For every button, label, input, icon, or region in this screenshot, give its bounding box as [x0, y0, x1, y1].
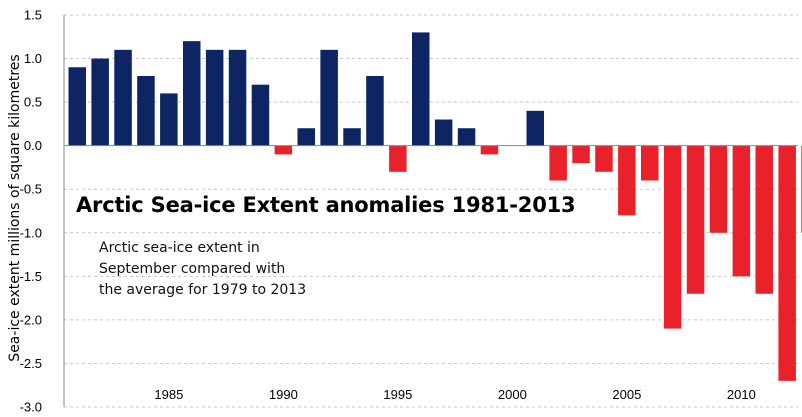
- bar-2003: [572, 145, 590, 164]
- bar-1997: [434, 119, 453, 146]
- bar-1992: [320, 49, 338, 146]
- y-tick-label: -2.0: [20, 312, 42, 327]
- y-tick-label: 0.0: [24, 138, 42, 153]
- bar-1996: [412, 32, 430, 146]
- bar-1999: [480, 145, 499, 155]
- y-tick-label: -1.5: [20, 269, 42, 284]
- bar-1987: [205, 49, 224, 146]
- bar-1998: [457, 128, 476, 146]
- bar-1981: [68, 67, 86, 146]
- x-tick-label: 1995: [383, 387, 412, 402]
- bar-1983: [114, 49, 132, 146]
- bar-2002: [549, 145, 567, 181]
- y-tick-label: -1.0: [20, 225, 42, 240]
- y-tick-label: 1.5: [24, 8, 42, 23]
- bar-2005: [618, 145, 636, 216]
- x-tick-label: 2005: [612, 387, 641, 402]
- bar-1995: [389, 145, 407, 172]
- subtitle-line-1: Arctic sea-ice extent in: [99, 240, 260, 256]
- subtitle-line-2: September compared with: [99, 261, 286, 277]
- bar-2006: [641, 145, 659, 181]
- bar-2009: [709, 145, 728, 233]
- bar-1985: [160, 93, 178, 146]
- bars: [68, 32, 802, 381]
- y-axis-ticks: 1.5 1.0 0.5 0.0 -0.5 -1.0 -1.5 -2.0 -2.5 -3.0: [20, 8, 42, 415]
- y-axis-label: Sea-ice extent millions of square kilome…: [7, 54, 23, 361]
- bar-1994: [366, 75, 384, 146]
- x-tick-label: 1985: [154, 387, 183, 402]
- bar-1984: [137, 75, 155, 146]
- bar-2004: [595, 145, 613, 172]
- bar-2008: [686, 145, 705, 294]
- bar-2010: [732, 145, 751, 277]
- bar-1982: [91, 58, 109, 146]
- bar-1990: [274, 145, 293, 155]
- bar-1988: [228, 49, 247, 146]
- y-tick-label: -2.5: [20, 356, 42, 371]
- y-tick-label: -0.5: [20, 182, 42, 197]
- bar-2007: [663, 145, 682, 329]
- y-tick-label: 0.5: [24, 95, 42, 110]
- y-tick-label: 1.0: [24, 51, 42, 66]
- chart-subtitle: Arctic sea-ice extent in September compa…: [99, 238, 306, 301]
- bar-2011: [755, 145, 773, 294]
- y-tick-label: -3.0: [20, 400, 42, 415]
- x-tick-label: 2010: [727, 387, 756, 402]
- bar-2001: [526, 110, 544, 146]
- x-tick-label: 2000: [498, 387, 527, 402]
- bar-1986: [183, 41, 201, 146]
- chart-title: Arctic Sea-ice Extent anomalies 1981-201…: [76, 193, 576, 217]
- x-tick-label: 1990: [269, 387, 298, 402]
- bar-1989: [251, 84, 270, 146]
- subtitle-line-3: the average for 1979 to 2013: [99, 282, 307, 298]
- bar-1991: [297, 128, 315, 146]
- bar-1993: [343, 128, 361, 146]
- x-axis-ticks: 1985 1990 1995 2000 2005 2010: [154, 387, 755, 402]
- bar-2012: [778, 145, 796, 381]
